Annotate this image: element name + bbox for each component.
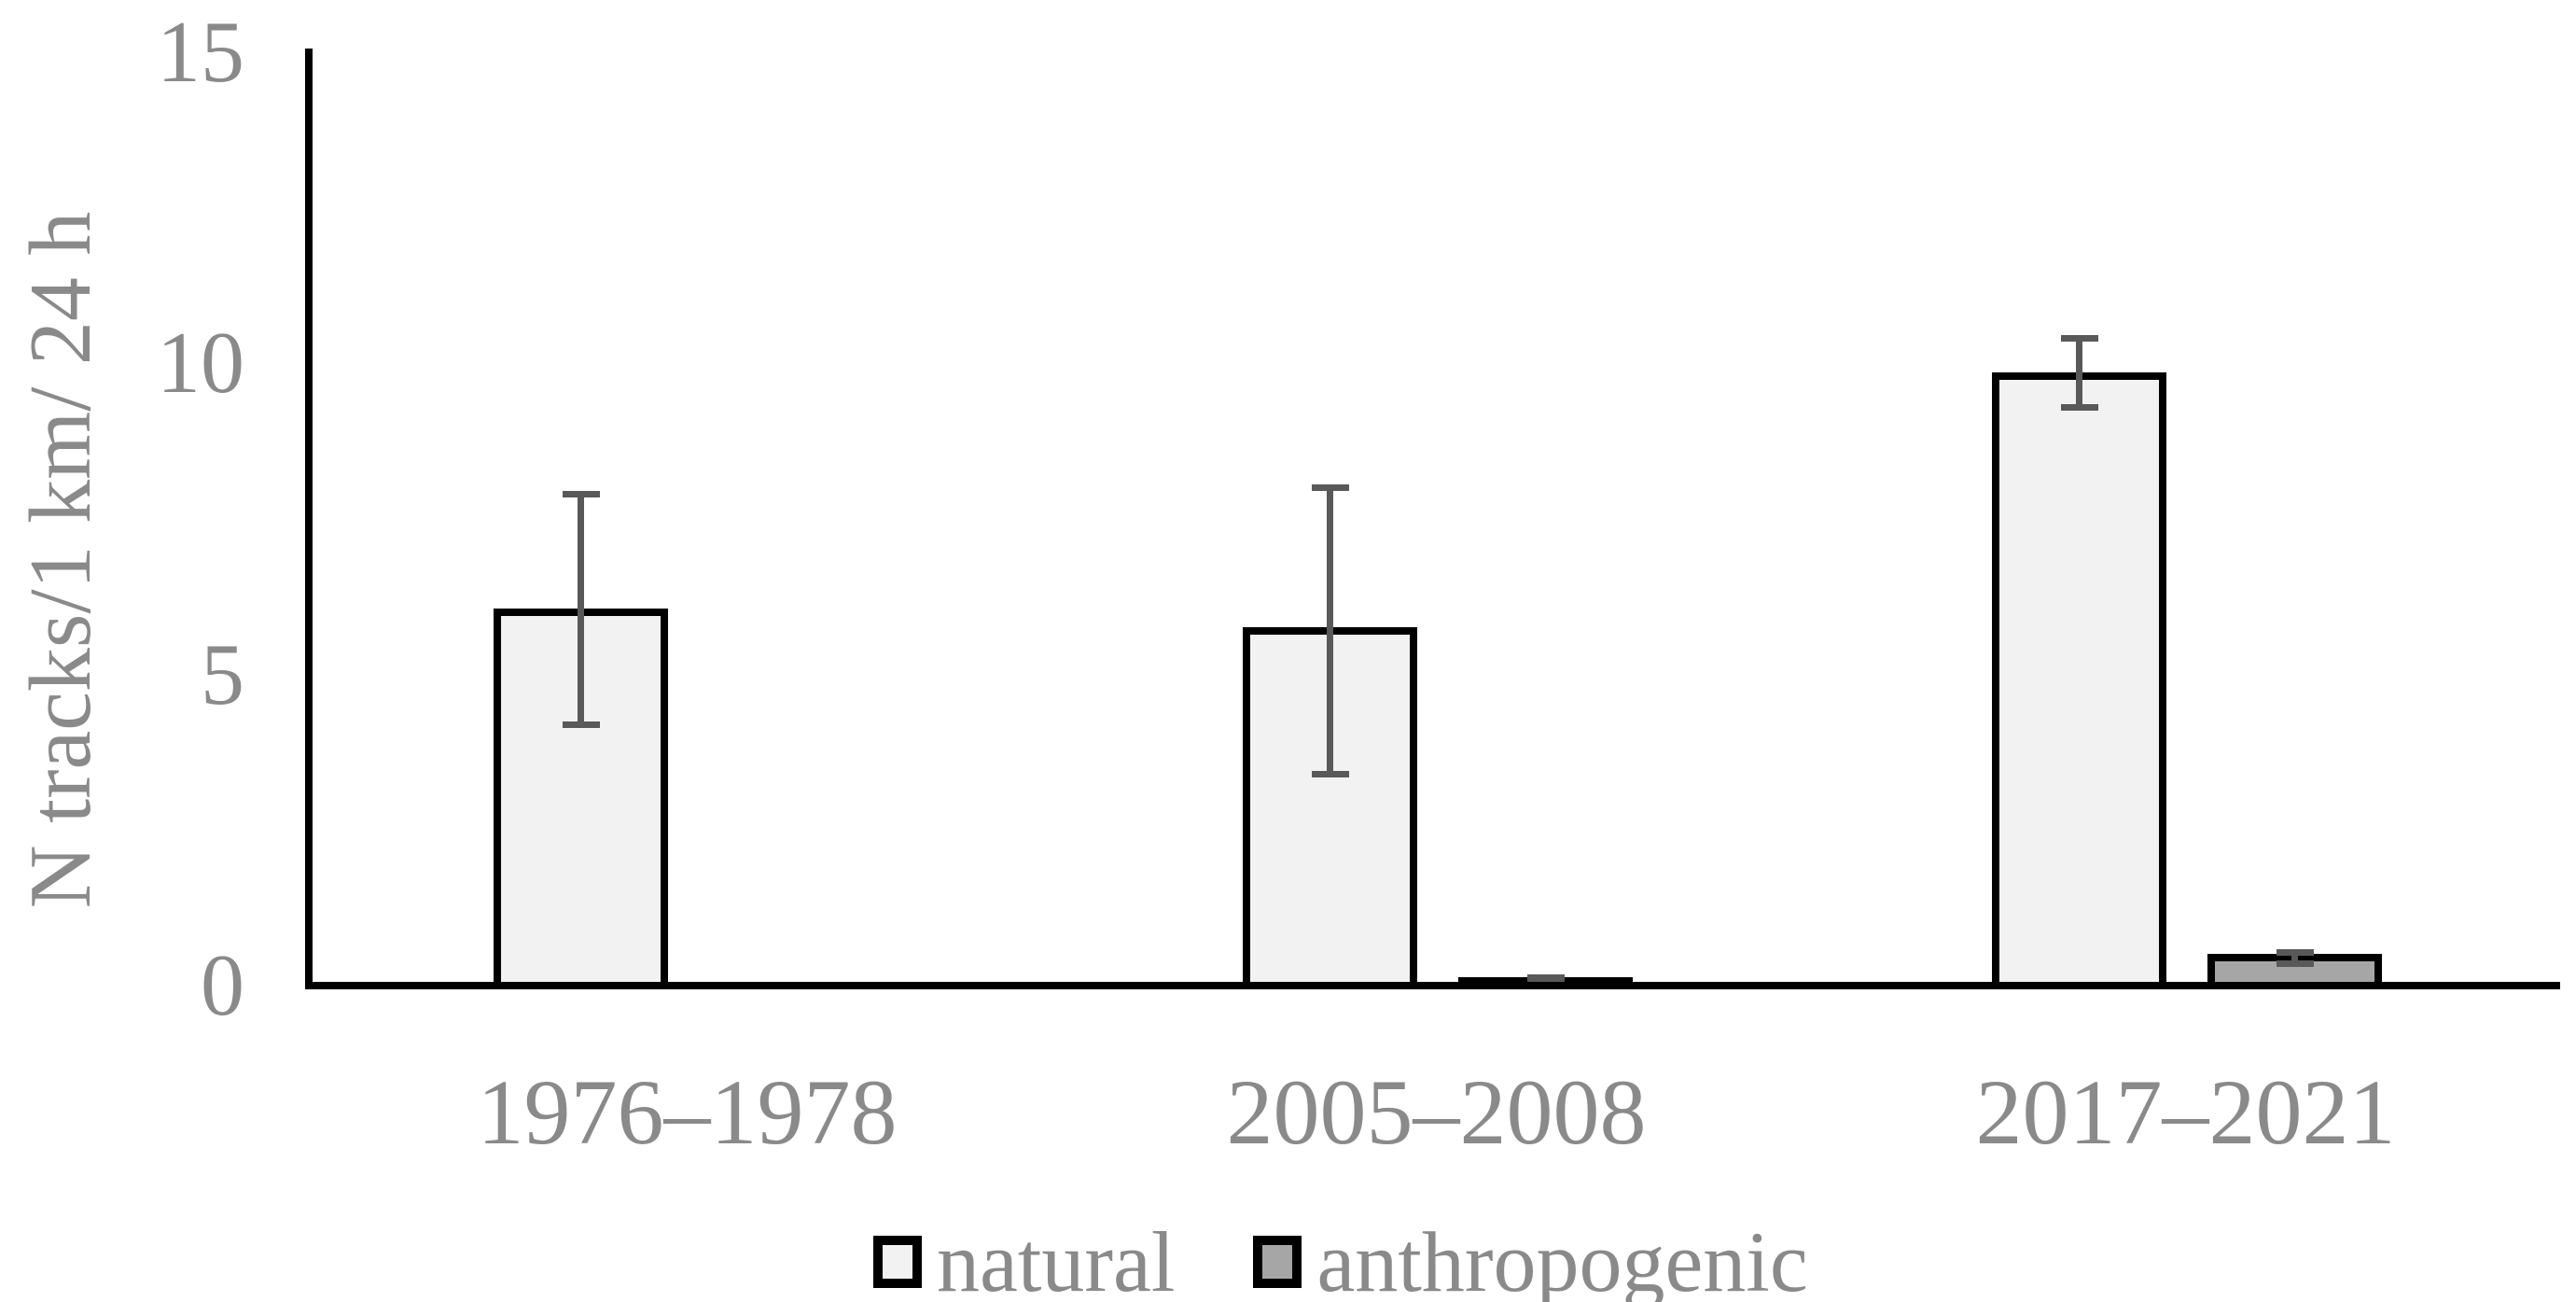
bar-natural-2 [1992,371,2166,989]
y-tick-label: 5 [201,625,244,723]
legend-swatch-anthropogenic-icon [1253,1236,1302,1288]
error-bar-cap [1526,973,1565,981]
y-tick-label: 10 [157,315,244,413]
legend: natural anthropogenic [873,1215,1808,1302]
legend-swatch-natural-icon [873,1236,922,1288]
error-bar-cap [1311,484,1349,492]
x-axis-line [305,982,2560,989]
y-tick-label: 15 [157,4,244,101]
y-axis-title: N tracks/1 km/ 24 h [12,211,109,909]
error-bar-cap [562,721,600,728]
error-bar-line [2076,338,2082,407]
error-bar-cap [2060,335,2098,343]
error-bar-cap [562,490,600,497]
error-bar-line [1327,487,1333,775]
x-axis-label: 2017–2021 [1975,1060,2396,1164]
legend-item-anthropogenic: anthropogenic [1253,1214,1808,1302]
legend-label-natural: natural [937,1214,1176,1302]
error-bar-line [2291,952,2298,963]
y-axis-line [305,49,313,989]
legend-label-anthropogenic: anthropogenic [1316,1214,1808,1302]
error-bar-cap [2060,403,2098,411]
error-bar-line [578,494,584,724]
error-bar-cap [2276,959,2314,967]
legend-item-natural: natural [873,1215,1175,1302]
y-tick-label: 0 [201,937,244,1034]
x-axis-label: 2005–2008 [1226,1060,1647,1164]
error-bar-cap [1311,770,1349,777]
x-axis-label: 1976–1978 [477,1060,898,1164]
error-bar-cap [2276,948,2314,956]
